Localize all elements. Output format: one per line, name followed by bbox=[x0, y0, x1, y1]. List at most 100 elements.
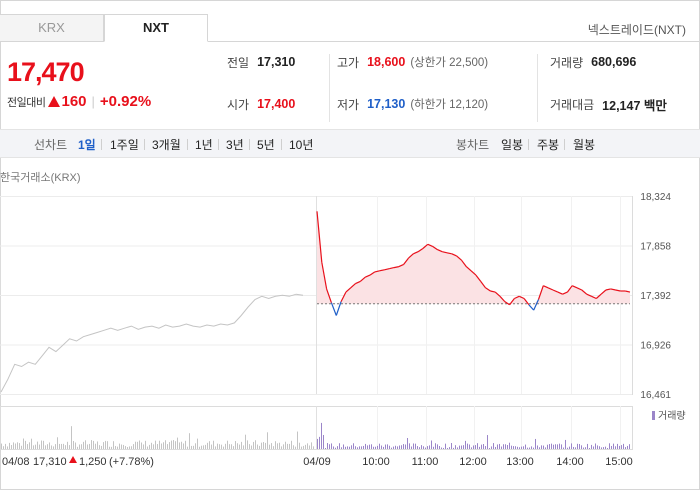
prev-volume-bar bbox=[263, 442, 264, 449]
price-segment bbox=[543, 285, 549, 289]
volume-bar bbox=[585, 447, 586, 449]
prev-volume-bar bbox=[67, 441, 68, 449]
current-price: 17,470 bbox=[7, 57, 85, 87]
candle-monthly[interactable]: 월봉 bbox=[573, 138, 596, 152]
prev-volume-bar bbox=[87, 444, 88, 449]
volume-legend-label: 거래량 bbox=[658, 410, 686, 422]
price-segment bbox=[547, 287, 554, 291]
price-segment bbox=[321, 262, 328, 290]
period-1d[interactable]: 1일 bbox=[78, 138, 96, 152]
prev-volume-bar bbox=[203, 445, 204, 449]
stat-label: 고가 bbox=[337, 55, 360, 70]
period-1w[interactable]: 1주일 bbox=[110, 138, 139, 152]
volume-bar bbox=[419, 447, 420, 449]
price-segment bbox=[384, 268, 390, 271]
price-change: 전일대비 160 | +0.92% bbox=[7, 93, 151, 110]
volume-bar bbox=[381, 445, 382, 449]
candle-daily[interactable]: 일봉 bbox=[501, 138, 524, 152]
volume-bar bbox=[453, 447, 454, 449]
prev-volume-bar bbox=[29, 442, 30, 449]
volume-bar bbox=[465, 440, 466, 449]
tab-nxt[interactable]: NXT bbox=[104, 14, 208, 42]
prev-volume-bar bbox=[1, 443, 2, 449]
period-3m[interactable]: 3개월 bbox=[152, 138, 181, 152]
volume-bar bbox=[521, 446, 522, 449]
prev-volume-bar bbox=[79, 444, 80, 449]
up-triangle-icon bbox=[48, 96, 61, 107]
price-segment bbox=[514, 295, 520, 300]
volume-bar bbox=[367, 445, 368, 449]
price-segment bbox=[442, 251, 448, 254]
price-segment bbox=[566, 285, 573, 293]
prev-volume-bar bbox=[7, 446, 8, 449]
volume-legend-swatch bbox=[652, 411, 655, 420]
prev-volume-bar bbox=[123, 444, 124, 449]
volume-bar bbox=[335, 447, 336, 449]
market-tabs: KRX NXT bbox=[0, 14, 208, 42]
prev-volume-bar bbox=[3, 446, 4, 449]
prev-volume-bar bbox=[207, 442, 208, 449]
prev-volume-bar bbox=[43, 440, 44, 449]
volume-bar bbox=[351, 445, 352, 449]
price-segment bbox=[451, 253, 457, 257]
price-segment bbox=[562, 291, 568, 295]
volume-bar bbox=[577, 443, 578, 449]
prev-volume-bar bbox=[103, 442, 104, 449]
y-axis-ticks: 18,324 17,858 17,392 16,926 16,461 bbox=[640, 192, 671, 401]
volume-bar bbox=[499, 443, 500, 449]
volume-bar bbox=[511, 445, 512, 449]
volume-bar bbox=[405, 444, 406, 449]
volume-bar bbox=[479, 446, 480, 449]
volume-bar bbox=[621, 445, 622, 449]
volume-bar bbox=[629, 444, 630, 449]
prev-volume-bar bbox=[241, 441, 242, 449]
candle-weekly[interactable]: 주봉 bbox=[537, 138, 560, 152]
prev-volume-bar bbox=[45, 445, 46, 449]
volume-bar bbox=[603, 447, 604, 449]
toolbar-divider bbox=[564, 139, 565, 150]
prev-volume-bar bbox=[191, 445, 192, 449]
prev-day-price-line bbox=[0, 293, 304, 393]
period-3y[interactable]: 3년 bbox=[226, 138, 244, 152]
prev-volume-bar bbox=[113, 441, 114, 449]
prev-volume-bar bbox=[257, 444, 258, 449]
price-segment bbox=[490, 290, 496, 293]
volume-bar bbox=[375, 446, 376, 449]
price-segment bbox=[571, 285, 578, 289]
x-axis-ticks: 04/09 10:00 11:00 12:00 13:00 14:00 15:00 bbox=[303, 456, 633, 468]
period-5y[interactable]: 5년 bbox=[257, 138, 275, 152]
prev-volume-bar bbox=[155, 440, 156, 449]
volume-bar bbox=[515, 446, 516, 449]
prev-volume-bar bbox=[159, 440, 160, 449]
price-segment bbox=[523, 298, 530, 306]
period-10y[interactable]: 10년 bbox=[289, 138, 314, 152]
volume-bar bbox=[447, 447, 448, 449]
price-segment bbox=[413, 251, 419, 255]
volume-bar bbox=[485, 446, 486, 449]
x-tick-label: 13:00 bbox=[506, 456, 534, 468]
toolbar-divider bbox=[249, 139, 250, 150]
price-segment bbox=[335, 301, 342, 316]
volume-bar bbox=[509, 442, 510, 449]
period-1y[interactable]: 1년 bbox=[195, 138, 213, 152]
volume-bar bbox=[607, 447, 608, 449]
prev-volume-bar bbox=[151, 442, 152, 449]
volume-bar bbox=[503, 444, 504, 449]
prev-volume-bar bbox=[281, 446, 282, 449]
prev-volume-bar bbox=[303, 445, 304, 449]
volume-bar bbox=[543, 445, 544, 449]
tab-krx[interactable]: KRX bbox=[0, 14, 104, 42]
prev-volume-bar bbox=[115, 445, 116, 449]
price-segment bbox=[437, 249, 443, 253]
stat-value: 12,147 백만 bbox=[602, 98, 667, 113]
prev-volume-bar bbox=[233, 446, 234, 449]
volume-bar bbox=[423, 446, 424, 449]
prev-volume-bar bbox=[89, 443, 90, 449]
x-tick-label: 04/09 bbox=[303, 456, 331, 468]
prev-volume-bar bbox=[265, 442, 266, 449]
prev-volume-bar bbox=[109, 446, 110, 449]
prev-volume-bar bbox=[213, 440, 214, 449]
price-segment bbox=[485, 287, 491, 292]
stat-value: 18,600 bbox=[367, 55, 406, 69]
stat-open: 시가 17,400 bbox=[227, 94, 295, 114]
